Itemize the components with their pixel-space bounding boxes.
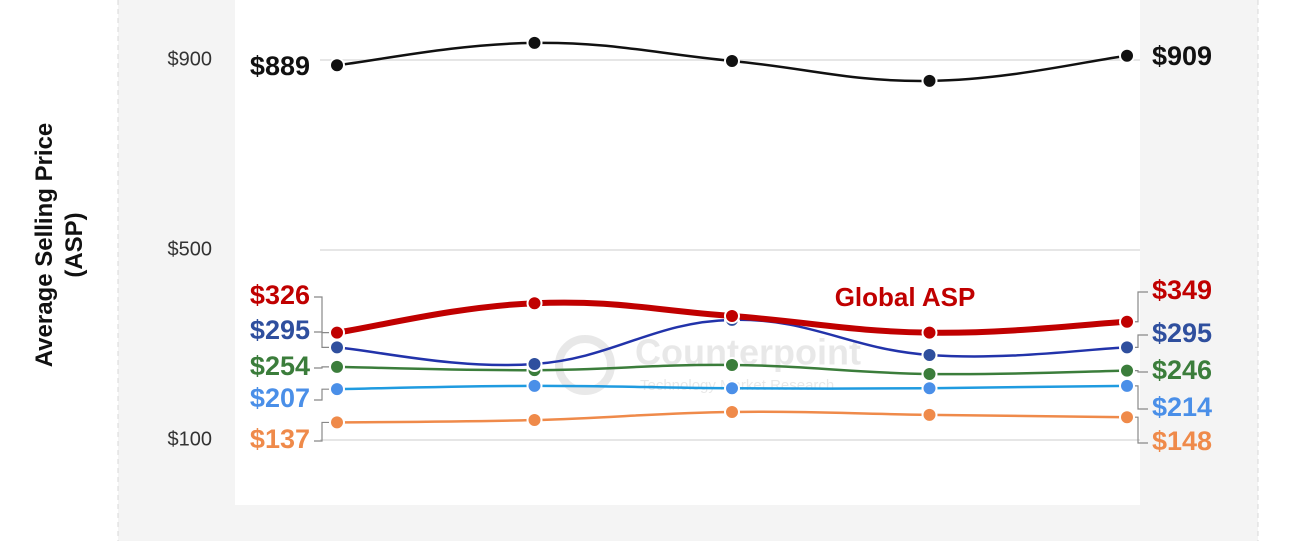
data-point bbox=[1119, 377, 1135, 394]
data-label: $148 bbox=[1152, 426, 1212, 456]
watermark-logo bbox=[555, 335, 615, 395]
data-point bbox=[329, 381, 345, 398]
data-point bbox=[1119, 339, 1135, 356]
label-leader bbox=[1135, 334, 1148, 348]
data-label: $889 bbox=[250, 51, 310, 81]
label-leader bbox=[1135, 291, 1148, 323]
data-label: $326 bbox=[250, 280, 310, 310]
y-axis-label: Average Selling Price (ASP) bbox=[31, 122, 88, 368]
data-point bbox=[329, 358, 345, 375]
y-tick-label: $100 bbox=[168, 428, 213, 450]
data-point bbox=[724, 356, 740, 373]
data-point bbox=[526, 34, 543, 51]
annotation: Global ASP bbox=[835, 282, 976, 312]
label-leader bbox=[314, 331, 329, 348]
data-label: $349 bbox=[1152, 275, 1212, 305]
data-label: $295 bbox=[1152, 318, 1212, 348]
data-point bbox=[329, 57, 345, 74]
data-point bbox=[329, 339, 345, 356]
data-label: $137 bbox=[250, 424, 310, 454]
data-point bbox=[1119, 47, 1135, 64]
data-point bbox=[724, 380, 740, 397]
data-point bbox=[921, 346, 938, 363]
data-point bbox=[921, 406, 938, 423]
data-point bbox=[724, 403, 740, 420]
y-tick-label: $900 bbox=[168, 48, 213, 70]
data-point bbox=[724, 52, 740, 69]
data-point bbox=[329, 324, 345, 341]
data-label: $909 bbox=[1152, 41, 1212, 71]
data-point bbox=[921, 365, 938, 382]
data-point bbox=[921, 72, 938, 89]
data-point bbox=[1119, 313, 1135, 330]
label-leader bbox=[1135, 370, 1148, 373]
label-leader bbox=[314, 388, 329, 401]
data-point bbox=[329, 414, 345, 431]
label-leader bbox=[314, 296, 329, 334]
y-tick-label: $500 bbox=[168, 238, 213, 260]
data-point bbox=[526, 356, 543, 372]
data-point bbox=[526, 412, 543, 429]
label-leader bbox=[1135, 416, 1148, 444]
data-label: $254 bbox=[250, 351, 310, 381]
data-label: $214 bbox=[1152, 392, 1212, 422]
data-label: $246 bbox=[1152, 355, 1212, 385]
data-point bbox=[1119, 409, 1135, 426]
data-label: $295 bbox=[250, 315, 310, 345]
data-point bbox=[921, 324, 938, 341]
label-leader bbox=[1135, 385, 1148, 410]
data-point bbox=[724, 308, 740, 325]
label-leader bbox=[314, 366, 329, 369]
data-label: $207 bbox=[250, 383, 310, 413]
label-leader bbox=[314, 421, 329, 442]
data-point bbox=[526, 295, 543, 312]
data-point bbox=[526, 377, 543, 394]
data-point bbox=[921, 380, 938, 397]
data-point bbox=[1119, 362, 1135, 379]
